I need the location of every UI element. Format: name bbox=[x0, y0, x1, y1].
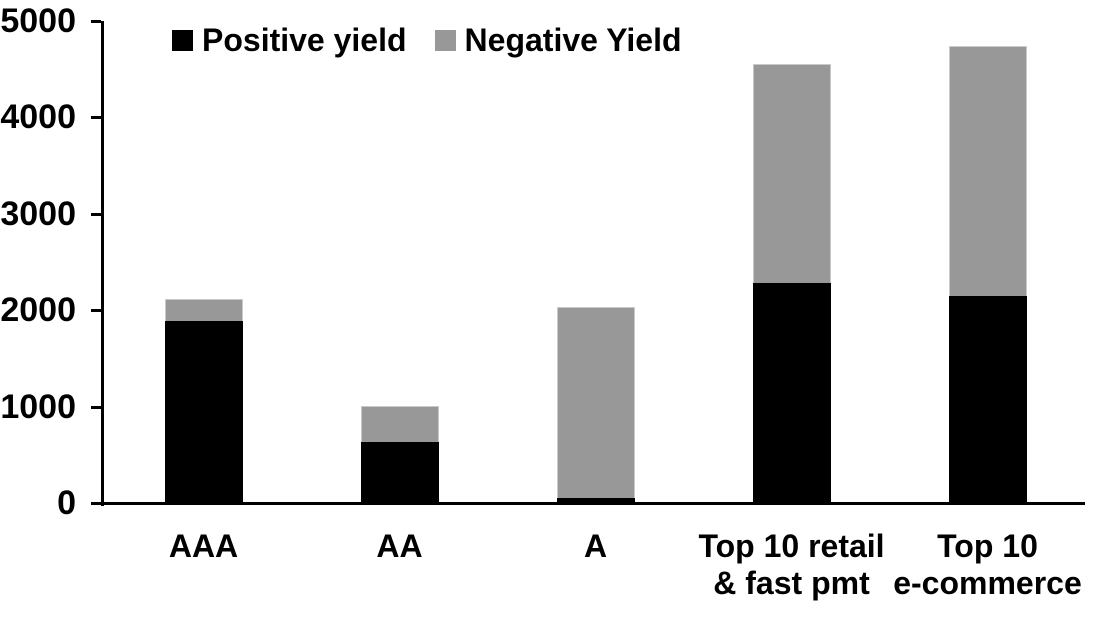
legend-label-positive-yield: Positive yield bbox=[202, 22, 407, 58]
negative-yield-swatch-icon bbox=[434, 29, 456, 51]
y-axis-tick bbox=[91, 309, 101, 313]
x-axis-category-label: AAA bbox=[168, 528, 239, 564]
x-axis-category-label: Top 10 retail & fast pmt bbox=[698, 528, 885, 601]
y-axis-tick-label: 5000 bbox=[0, 2, 76, 40]
bar-segment-positive bbox=[752, 283, 831, 503]
legend-item-positive-yield: Positive yield bbox=[172, 22, 407, 58]
legend-label-negative-yield: Negative Yield bbox=[464, 22, 682, 58]
x-axis-category-label: Top 10 e-commerce bbox=[893, 528, 1082, 601]
y-axis-tick-label: 3000 bbox=[0, 194, 76, 233]
y-axis-line bbox=[101, 21, 104, 506]
y-axis-tick bbox=[91, 212, 101, 216]
legend: Positive yield Negative Yield bbox=[172, 22, 682, 58]
positive-yield-swatch-icon bbox=[172, 29, 193, 51]
y-axis-tick bbox=[91, 502, 101, 505]
bar-segment-negative bbox=[360, 406, 439, 443]
y-axis-tick bbox=[91, 20, 101, 23]
bar-segment-positive bbox=[556, 498, 635, 503]
x-axis-category-label: AA bbox=[376, 528, 423, 564]
bar-segment-negative bbox=[948, 46, 1027, 296]
y-axis-tick-label: 1000 bbox=[0, 387, 76, 426]
bar-segment-negative bbox=[164, 298, 243, 321]
y-axis-tick-label: 2000 bbox=[0, 291, 76, 330]
y-axis-tick-label: 0 bbox=[57, 484, 76, 522]
bar-segment-positive bbox=[360, 442, 439, 503]
bar-segment-negative bbox=[556, 307, 635, 499]
y-axis-tick-label: 4000 bbox=[0, 98, 76, 137]
bar-segment-positive bbox=[948, 295, 1027, 503]
y-axis-tick bbox=[91, 116, 101, 120]
x-axis-category-label: A bbox=[583, 528, 608, 564]
bar-segment-positive bbox=[164, 320, 243, 503]
bar-segment-negative bbox=[752, 64, 831, 284]
x-axis-line bbox=[101, 502, 1085, 505]
y-axis-tick bbox=[91, 405, 101, 409]
legend-item-negative-yield: Negative Yield bbox=[434, 22, 682, 58]
